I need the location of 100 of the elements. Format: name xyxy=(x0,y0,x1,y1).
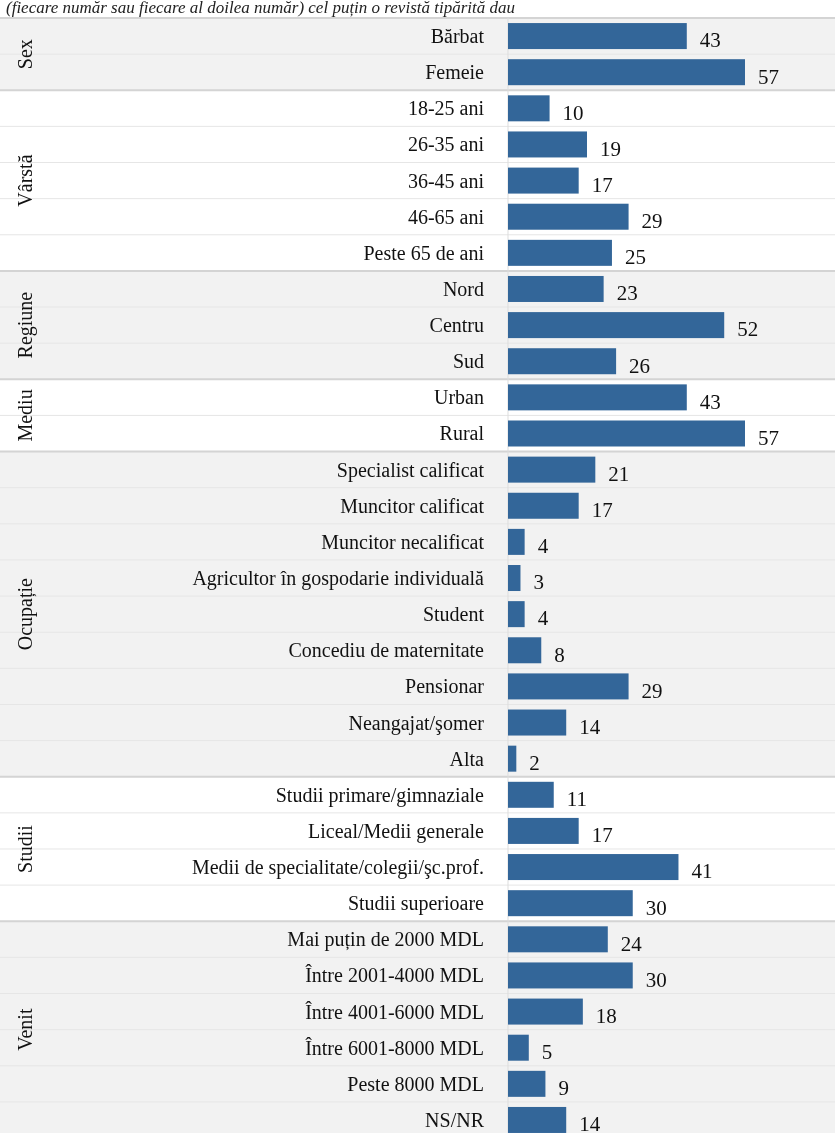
y-tick-label: Muncitor necalificat xyxy=(321,530,485,553)
bar xyxy=(508,1070,546,1097)
bar xyxy=(508,167,579,194)
data-label: 43 xyxy=(699,389,721,414)
data-label: 57 xyxy=(758,425,779,450)
bar xyxy=(508,384,687,411)
bar xyxy=(508,709,567,736)
data-label: 4 xyxy=(537,534,549,559)
data-label: 10 xyxy=(562,100,584,125)
text: (fiecare număr sau fiecare al doilea număr) cel puțin o revistă tipărită dau xyxy=(6,0,515,17)
y-tick-label: NS/NR xyxy=(425,1108,485,1131)
data-label: 17 xyxy=(591,498,613,523)
y-tick-label: Peste 8000 MDL xyxy=(347,1072,484,1095)
text: Ocupație xyxy=(14,577,37,651)
data-label: 3 xyxy=(533,570,544,595)
y-tick-label: Alta xyxy=(449,747,485,770)
data-label: 14 xyxy=(579,1112,601,1133)
y-tick-label: 18-25 ani xyxy=(407,97,485,120)
data-label: 17 xyxy=(591,823,613,848)
y-tick-label: Studii superioare xyxy=(347,892,485,916)
bar xyxy=(508,854,679,881)
data-label: 57 xyxy=(758,64,779,89)
bar xyxy=(508,528,525,555)
text: Mediu xyxy=(14,389,36,442)
bar xyxy=(508,239,612,266)
text: Vârstă xyxy=(14,154,36,207)
bar xyxy=(508,1034,529,1061)
y-tick-label: Urban xyxy=(434,386,484,409)
y-tick-label: Pensionar xyxy=(405,675,485,698)
bar xyxy=(508,745,517,772)
y-tick-label: Medii de specialitate/colegii/şc.prof. xyxy=(191,856,484,880)
y-tick-label: Nord xyxy=(442,277,484,300)
data-label: 5 xyxy=(541,1040,553,1065)
text: Regiune xyxy=(14,291,37,359)
data-label: 26 xyxy=(629,353,651,378)
data-label: 18 xyxy=(595,1003,617,1028)
data-label: 19 xyxy=(600,136,621,161)
data-label: 2 xyxy=(529,751,540,776)
bar xyxy=(508,312,725,339)
text: Studii xyxy=(14,824,36,873)
y-tick-label: Concediu de maternitate xyxy=(288,639,485,662)
bar xyxy=(508,1106,567,1133)
data-label: 24 xyxy=(620,931,643,956)
text: Sex xyxy=(14,39,36,70)
bar xyxy=(508,131,587,158)
y-tick-label: 46-65 ani xyxy=(407,205,485,228)
bar xyxy=(508,601,525,628)
text: Venit xyxy=(14,1008,36,1051)
data-label: 21 xyxy=(608,461,630,486)
data-label: 17 xyxy=(591,172,613,197)
y-tick-label: Între 4001-6000 MDL xyxy=(305,1000,484,1023)
data-label: 9 xyxy=(558,1076,569,1101)
y-tick-label: Peste 65 de ani xyxy=(363,241,485,264)
data-label: 14 xyxy=(579,714,601,739)
data-label: 4 xyxy=(537,606,549,631)
bar xyxy=(508,673,629,700)
bar xyxy=(508,275,604,302)
data-label: 29 xyxy=(641,209,663,234)
bar xyxy=(508,781,554,808)
data-label: 30 xyxy=(645,895,667,920)
bar xyxy=(508,998,583,1025)
bar xyxy=(508,95,550,122)
bar xyxy=(508,420,745,447)
bar xyxy=(508,962,633,989)
y-tick-label: Mai puțin de 2000 MDL xyxy=(287,928,484,952)
data-label: 52 xyxy=(737,317,759,342)
y-tick-label: Student xyxy=(422,603,485,626)
y-tick-label: Neangajat/şomer xyxy=(348,711,485,735)
y-tick-label: Între 6001-8000 MDL xyxy=(305,1036,484,1059)
data-label: 11 xyxy=(566,787,587,812)
data-label: 43 xyxy=(699,28,721,53)
bar xyxy=(508,890,633,917)
y-tick-label: 36-45 ani xyxy=(407,169,485,192)
data-label: 25 xyxy=(624,245,646,270)
data-label: 29 xyxy=(641,678,663,703)
bar xyxy=(508,203,629,230)
data-label: 8 xyxy=(554,642,565,667)
data-label: 41 xyxy=(691,859,713,884)
y-tick-label: Liceal/Medii generale xyxy=(307,819,485,843)
y-tick-label: Sud xyxy=(452,350,484,373)
y-tick-label: Rural xyxy=(439,422,485,445)
bar xyxy=(508,817,579,844)
bar xyxy=(508,59,745,86)
y-tick-label: Studii primare/gimnaziale xyxy=(275,783,485,807)
bar xyxy=(508,565,521,592)
y-tick-label: 26-35 ani xyxy=(407,133,485,156)
bar xyxy=(508,456,596,483)
y-tick-label: Între 2001-4000 MDL xyxy=(305,964,484,987)
data-label: 30 xyxy=(645,967,667,992)
bar xyxy=(508,23,687,50)
bar xyxy=(508,926,608,953)
y-tick-label: Centru xyxy=(429,314,484,337)
bar xyxy=(508,348,617,375)
data-label: 23 xyxy=(616,281,638,306)
y-tick-label: Muncitor calificat xyxy=(340,494,485,517)
bar xyxy=(508,637,542,664)
y-tick-label: Agricultor în gospodarie individuală xyxy=(192,567,485,591)
y-tick-label: Specialist calificat xyxy=(336,458,485,482)
y-tick-label: Bărbat xyxy=(430,25,485,48)
bar xyxy=(508,492,579,519)
